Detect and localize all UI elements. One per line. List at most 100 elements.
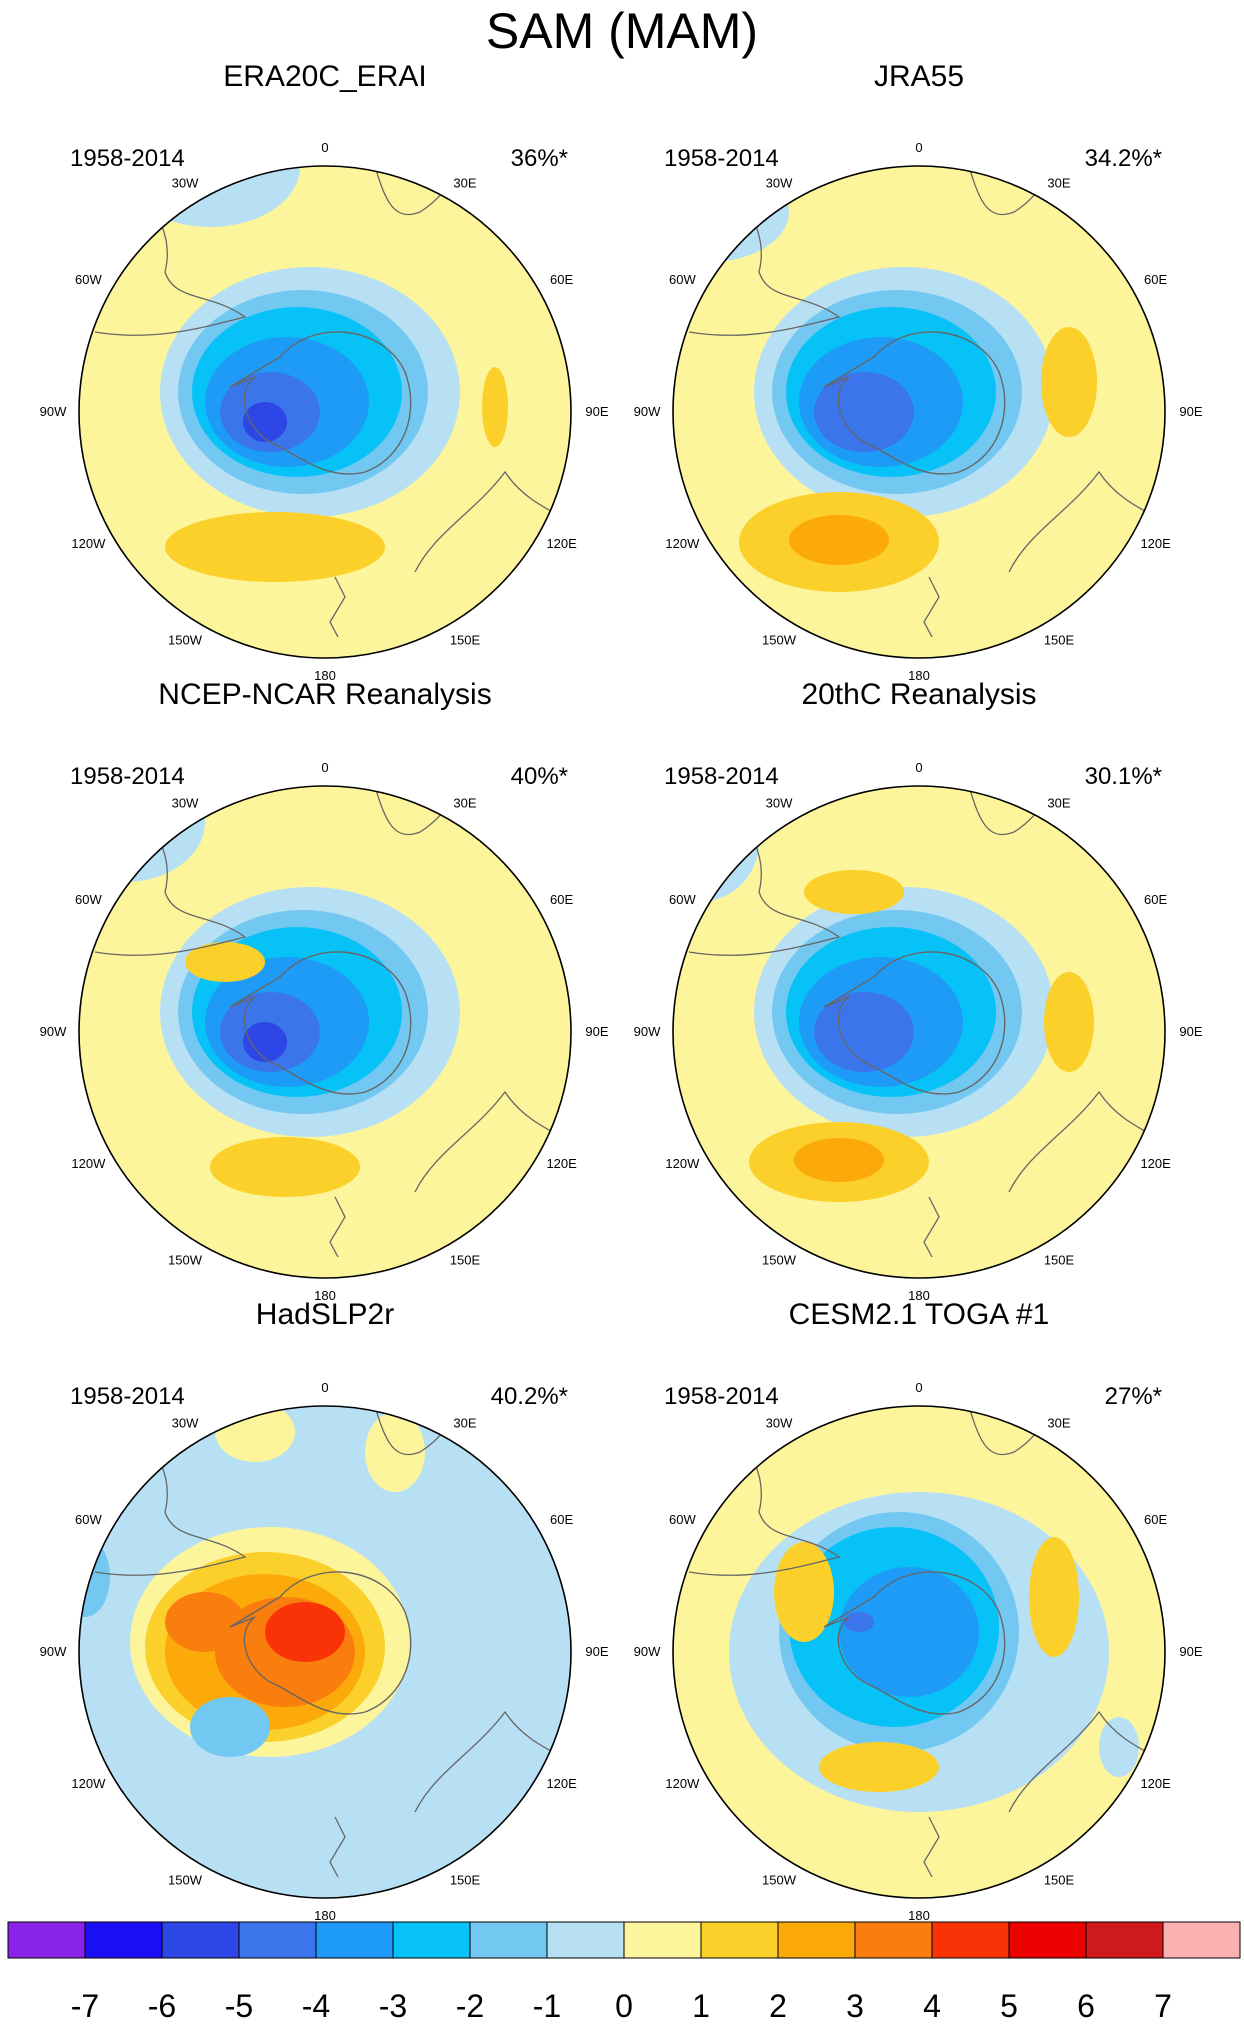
map-border [78,785,572,1279]
colorbar-swatch [84,1921,163,1959]
map-border [78,1405,572,1899]
antarctica-outline [823,331,1006,475]
map-border [672,165,1166,659]
longitude-label: 180 [314,668,336,683]
longitude-label: 150W [168,1253,203,1268]
antarctica-outline [229,951,412,1095]
period-label-5: 1958-2014 [70,1383,185,1410]
longitude-label: 120W [71,536,106,551]
longitude-label: 90W [40,404,67,419]
contour-fill [1099,1717,1139,1777]
contour-fill [243,1022,287,1062]
variance-label-6: 27%* [1104,1383,1162,1410]
colorbar-tick-label: -5 [224,1988,254,2024]
contour-fill [844,1612,874,1632]
longitude-label: 120W [665,1776,700,1791]
colorbar-tick-label: 5 [1000,1988,1018,2024]
longitude-label: 90W [40,1024,67,1039]
figure-title: SAM (MAM) [485,3,759,59]
longitude-label: 180 [314,1288,336,1303]
new-zealand-outline [923,1816,940,1878]
longitude-label: 120W [665,1156,700,1171]
longitude-label: 0 [915,140,922,155]
antarctica-outline [229,331,412,475]
longitude-label: 90W [634,1644,661,1659]
longitude-label: 60W [75,1512,102,1527]
longitude-label: 0 [915,1380,922,1395]
new-zealand-outline [923,576,940,638]
longitude-label: 30W [766,795,793,810]
colorbar-tick-label: -7 [70,1988,100,2024]
longitude-label: 180 [908,1908,930,1923]
contour-fill [365,1412,425,1492]
colorbar-swatch [238,1921,317,1959]
longitude-label: 90E [1179,1024,1202,1039]
longitude-label: 60W [669,272,696,287]
colorbar-swatch [1085,1921,1164,1959]
contour-fill [185,942,265,982]
colorbar-swatch [931,1921,1010,1959]
period-label-2: 1958-2014 [664,145,779,172]
panel-title-4: 20thC Reanalysis [801,678,1037,711]
contour-fill [789,515,889,565]
longitude-label: 150W [168,633,203,648]
longitude-label: 60E [1144,272,1167,287]
panel-title-6: CESM2.1 TOGA #1 [788,1298,1050,1331]
contour-fill [243,402,287,442]
colorbar-tick-label: -3 [378,1988,408,2024]
longitude-label: 120E [546,1156,577,1171]
colorbar-swatch [161,1921,240,1959]
longitude-label: 90E [585,404,608,419]
longitude-label: 150E [450,1253,481,1268]
map-border [672,1405,1166,1899]
longitude-label: 30W [172,795,199,810]
longitude-label: 120E [546,1776,577,1791]
period-label-6: 1958-2014 [664,1383,779,1410]
longitude-label: 90W [40,1644,67,1659]
colorbar-tick-label: 4 [923,1988,941,2024]
period-label-3: 1958-2014 [70,763,185,790]
variance-label-4: 30.1%* [1084,763,1162,790]
colorbar-tick-label: -1 [532,1988,562,2024]
longitude-label: 60E [1144,892,1167,907]
period-label-4: 1958-2014 [664,763,779,790]
longitude-label: 120E [1140,1156,1171,1171]
longitude-label: 150E [450,633,481,648]
longitude-label: 150E [1044,633,1075,648]
colorbar-swatch [854,1921,933,1959]
contour-fill [190,1697,270,1757]
longitude-label: 120E [546,536,577,551]
longitude-label: 150W [762,1253,797,1268]
colorbar-tick-label: -2 [455,1988,485,2024]
colorbar-tick-label: -6 [147,1988,177,2024]
colorbar-tick-label: -4 [301,1988,331,2024]
longitude-label: 120W [71,1776,106,1791]
contour-fill [165,1592,245,1652]
longitude-label: 150W [762,633,797,648]
antarctica-outline [823,951,1006,1095]
longitude-label: 30E [1047,175,1070,190]
longitude-label: 60W [75,892,102,907]
longitude-label: 90W [634,404,661,419]
longitude-label: 90E [585,1644,608,1659]
contour-fill [165,512,385,582]
contour-fill [804,870,904,914]
contour-fill [210,1137,360,1197]
colorbar-tick-label: 6 [1077,1988,1095,2024]
longitude-label: 30W [172,175,199,190]
variance-label-2: 34.2%* [1084,145,1162,172]
longitude-label: 30E [1047,795,1070,810]
longitude-label: 60E [550,892,573,907]
longitude-label: 150W [168,1873,203,1888]
longitude-label: 150E [1044,1873,1075,1888]
variance-label-3: 40%* [510,763,568,790]
longitude-label: 30E [453,795,476,810]
map-panel-5 [79,1406,571,1898]
contour-fill [265,1602,345,1662]
panel-title-2: JRA55 [873,60,965,93]
panel-title-1: ERA20C_ERAI [223,60,427,93]
longitude-label: 150E [450,1873,481,1888]
contour-fill [819,1742,939,1792]
